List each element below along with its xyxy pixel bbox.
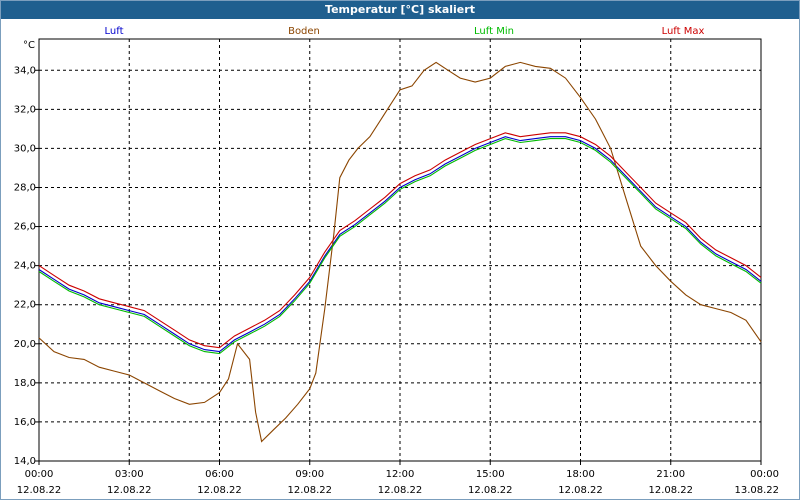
series-line (38, 61, 762, 443)
x-tick-label-date: 13.08.22 (734, 485, 779, 496)
y-tick-label: 18,0 (14, 378, 36, 389)
x-tick-label-date: 12.08.22 (197, 485, 242, 496)
y-tick-label: 20,0 (14, 339, 36, 350)
y-tick-label: 26,0 (14, 222, 36, 233)
x-tick-label-time: 06:00 (205, 469, 234, 480)
x-tick-label-time: 18:00 (566, 469, 595, 480)
y-tick-label: 22,0 (14, 300, 36, 311)
x-tick-label-time: 00:00 (750, 469, 779, 480)
legend-entry: Boden (288, 26, 320, 37)
y-tick-label: 32,0 (14, 104, 36, 115)
window-title: Temperatur [°C] skaliert (1, 1, 799, 19)
legend-entry: Luft Min (474, 26, 514, 37)
y-tick-label: 16,0 (14, 417, 36, 428)
y-tick-label: 24,0 (14, 261, 36, 272)
legend-entry: Luft (105, 26, 124, 37)
y-tick-label: 34,0 (14, 65, 36, 76)
y-axis-label: °C (23, 40, 35, 51)
x-tick-label-time: 00:00 (25, 469, 54, 480)
series-line (38, 132, 762, 349)
x-tick-label-time: 12:00 (386, 469, 415, 480)
x-tick-label-date: 12.08.22 (17, 485, 62, 496)
x-tick-label-time: 03:00 (115, 469, 144, 480)
x-tick-label-time: 09:00 (295, 469, 324, 480)
x-tick-label-date: 12.08.22 (558, 485, 603, 496)
x-tick-label-date: 12.08.22 (378, 485, 423, 496)
series-line (38, 138, 762, 355)
y-tick-label: 14,0 (14, 456, 36, 467)
legend-entry: Luft Max (662, 26, 705, 37)
y-tick-label: 28,0 (14, 182, 36, 193)
x-tick-label-date: 12.08.22 (107, 485, 152, 496)
x-tick-label-time: 15:00 (476, 469, 505, 480)
series-line (38, 136, 762, 353)
x-tick-label-date: 12.08.22 (468, 485, 513, 496)
x-tick-label-date: 12.08.22 (287, 485, 332, 496)
y-tick-label: 30,0 (14, 143, 36, 154)
x-tick-label-time: 21:00 (656, 469, 685, 480)
x-tick-label-date: 12.08.22 (648, 485, 693, 496)
